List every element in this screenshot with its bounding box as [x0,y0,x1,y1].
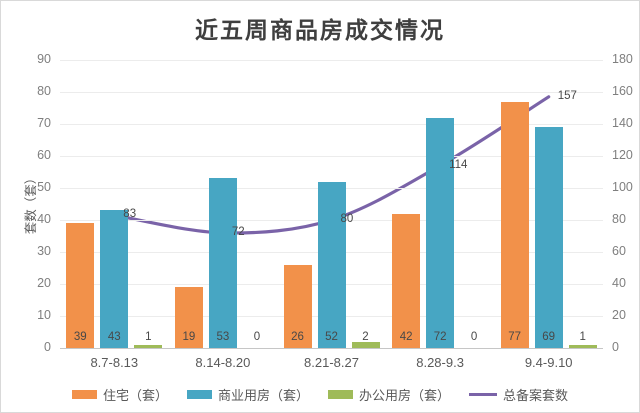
left-axis-tick-label: 90 [37,52,51,66]
bar-value-label: 1 [145,331,152,343]
legend-label: 总备案套数 [503,388,569,403]
gridline [60,156,603,157]
bar-value-label: 2 [362,331,369,343]
legend-item: 商业用房（套） [186,385,309,404]
bar [351,341,380,348]
legend: 住宅（套） 商业用房（套） 办公用房（套） 总备案套数 [0,385,640,404]
bar [500,101,529,348]
x-axis-category-label: 8.14-8.20 [195,355,251,370]
right-axis-tick-label: 100 [612,180,633,194]
right-axis-tick-label: 20 [612,308,626,322]
x-axis-category-label: 9.4-9.10 [524,355,573,370]
bar [100,210,129,348]
bar [174,287,203,348]
left-axis-tick-label: 20 [37,276,51,290]
legend-color-swatch [328,390,353,399]
gridline [60,60,603,61]
line-value-label: 114 [449,158,468,171]
right-axis-tick-label: 60 [612,244,626,258]
left-axis-tick-label: 50 [37,180,51,194]
bar [66,223,95,348]
left-axis-tick-label: 0 [44,340,51,354]
legend-label: 住宅（套） [102,388,168,403]
bar-value-label: 1 [579,331,586,343]
right-axis-tick-label: 80 [612,212,626,226]
legend-item: 办公用房（套） [328,385,450,404]
legend-line-swatch [469,393,498,396]
left-axis-tick-label: 40 [37,212,51,226]
bar-value-label: 53 [216,331,230,343]
bar [568,344,597,348]
gridline [60,92,603,93]
right-axis-tick-label: 140 [612,116,633,130]
bar-value-label: 72 [433,331,447,343]
legend-label: 办公用房（套） [359,388,451,403]
left-axis-tick-label: 70 [37,116,51,130]
line-value-label: 157 [557,89,577,102]
right-axis-tick-label: 180 [612,52,633,66]
right-axis-tick-label: 160 [612,84,633,98]
bar-value-label: 26 [291,331,304,343]
bar [134,344,163,348]
bar-value-label: 52 [325,331,338,343]
bar-value-label: 43 [107,331,121,343]
bar [283,264,312,348]
legend-label: 商业用房（套） [217,388,309,403]
left-axis-tick-label: 30 [37,244,51,258]
bar-value-label: 42 [399,331,413,343]
bar-value-label: 19 [182,331,196,343]
bar [426,117,455,348]
gridline [60,348,603,349]
x-axis-category-label: 8.7-8.13 [90,355,139,370]
line-value-label: 83 [123,208,137,221]
right-axis-tick-label: 40 [612,276,626,290]
legend-color-swatch [71,390,97,399]
left-axis-tick-label: 10 [37,308,51,322]
gridline [60,124,603,125]
legend-item: 住宅（套） [71,385,168,404]
chart-title: 近五周商品房成交情况 [195,18,445,43]
bar [392,213,421,348]
bar-value-label: 0 [470,331,478,343]
x-axis-category-label: 8.28-9.3 [416,355,464,370]
line-value-label: 72 [231,225,245,238]
left-axis-tick-label: 80 [37,84,51,98]
bar-value-label: 0 [253,331,261,343]
bar-value-label: 77 [508,331,522,343]
bar-value-label: 39 [73,331,87,343]
bar-value-label: 69 [542,331,556,343]
x-axis-category-label: 8.21-8.27 [304,355,359,370]
left-axis-tick-label: 60 [37,148,51,162]
line-value-label: 80 [340,213,354,225]
bar [208,178,237,348]
legend-color-swatch [186,390,212,399]
right-axis-tick-label: 120 [612,148,633,162]
right-axis-tick-label: 0 [612,340,619,354]
bar [317,181,346,348]
legend-item: 总备案套数 [469,385,568,404]
bar [534,127,563,348]
